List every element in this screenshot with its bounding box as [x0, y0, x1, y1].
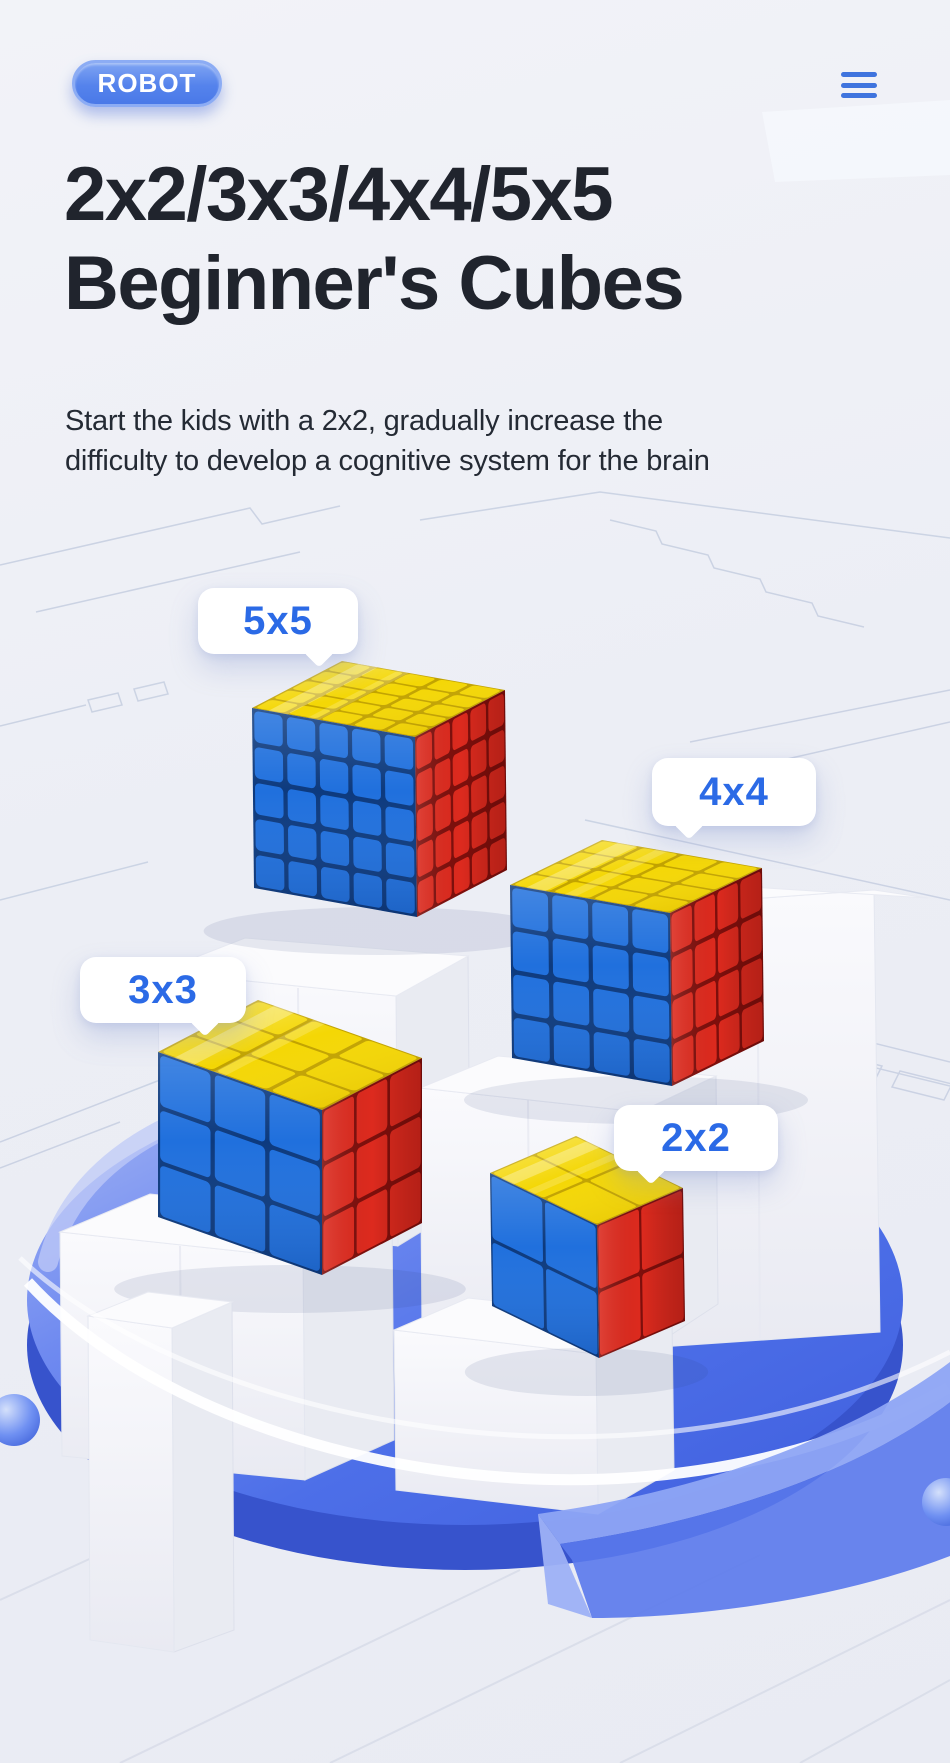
cube-size-label-3x3: 3x3 [128, 967, 198, 1012]
cube-5x5 [252, 661, 507, 917]
bg-tile [762, 100, 950, 182]
page-subtitle: Start the kids with a 2x2, gradually inc… [65, 401, 710, 481]
cube-2x2 [490, 1136, 685, 1358]
page-title: 2x2/3x3/4x4/5x5 Beginner's Cubes [64, 150, 685, 328]
cube-4x4 [510, 840, 764, 1086]
brand-badge-label: ROBOT [97, 68, 197, 98]
cube-size-bubble-3x3: 3x3 [80, 957, 246, 1037]
hamburger-menu-icon [841, 72, 877, 77]
page-title-line2: Beginner's Cubes [64, 241, 685, 326]
cube-size-label-5x5: 5x5 [243, 598, 313, 643]
cube-size-bubble-2x2: 2x2 [614, 1105, 778, 1185]
cube-size-label-2x2: 2x2 [661, 1115, 731, 1160]
cube-size-bubble-5x5: 5x5 [198, 588, 358, 668]
blue-ramp [538, 1362, 950, 1618]
page-subtitle-line2: difficulty to develop a cognitive system… [65, 445, 710, 477]
floor-column [86, 1291, 235, 1653]
brand-badge: ROBOT [72, 60, 222, 107]
blue-sphere [0, 1394, 40, 1446]
blue-sphere [922, 1478, 950, 1526]
cube-size-label-4x4: 4x4 [699, 769, 769, 814]
cube-size-bubble-4x4: 4x4 [652, 758, 816, 840]
page-subtitle-line1: Start the kids with a 2x2, gradually inc… [65, 405, 663, 437]
cube-3x3 [158, 1000, 422, 1275]
hamburger-menu-icon [841, 93, 877, 98]
page-title-line1: 2x2/3x3/4x4/5x5 [64, 152, 614, 237]
hamburger-menu-button[interactable] [841, 70, 879, 100]
hamburger-menu-icon [841, 82, 877, 88]
